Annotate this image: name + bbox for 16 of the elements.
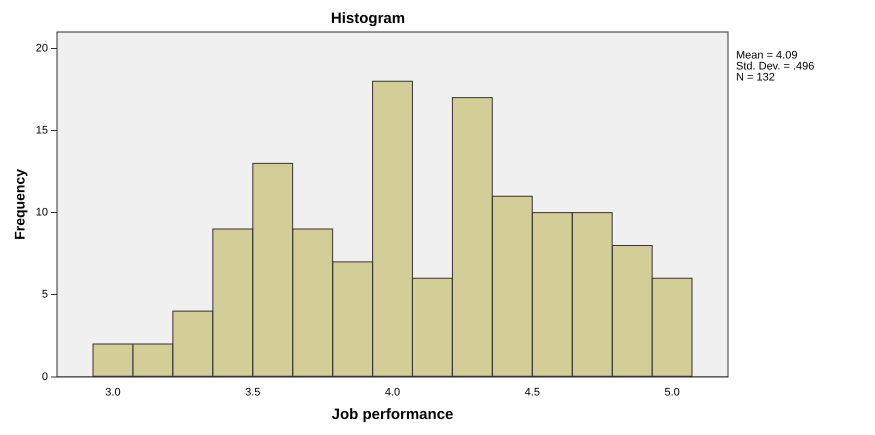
text: Std. Dev. = .496 <box>736 60 814 73</box>
x-tick-label: 5.0 <box>664 386 680 398</box>
x-axis-title: Job performance <box>332 406 454 424</box>
x-tick-label: 3.0 <box>105 386 121 398</box>
x-tick-label: 3.5 <box>245 386 260 398</box>
text: N = 132 <box>736 72 775 84</box>
x-tick-label: 4.5 <box>524 386 540 398</box>
x-tick-label: 4.0 <box>384 386 400 398</box>
y-tick-label: 0 <box>42 370 48 383</box>
y-tick-label: 5 <box>42 288 48 301</box>
y-tick-label: 15 <box>36 124 48 137</box>
chart-title: Histogram <box>330 10 406 28</box>
text: Mean = 4.09 <box>736 50 798 62</box>
y-axis-title: Frequency <box>11 168 28 240</box>
y-tick-label: 20 <box>36 42 48 54</box>
y-tick-label: 10 <box>36 206 48 219</box>
